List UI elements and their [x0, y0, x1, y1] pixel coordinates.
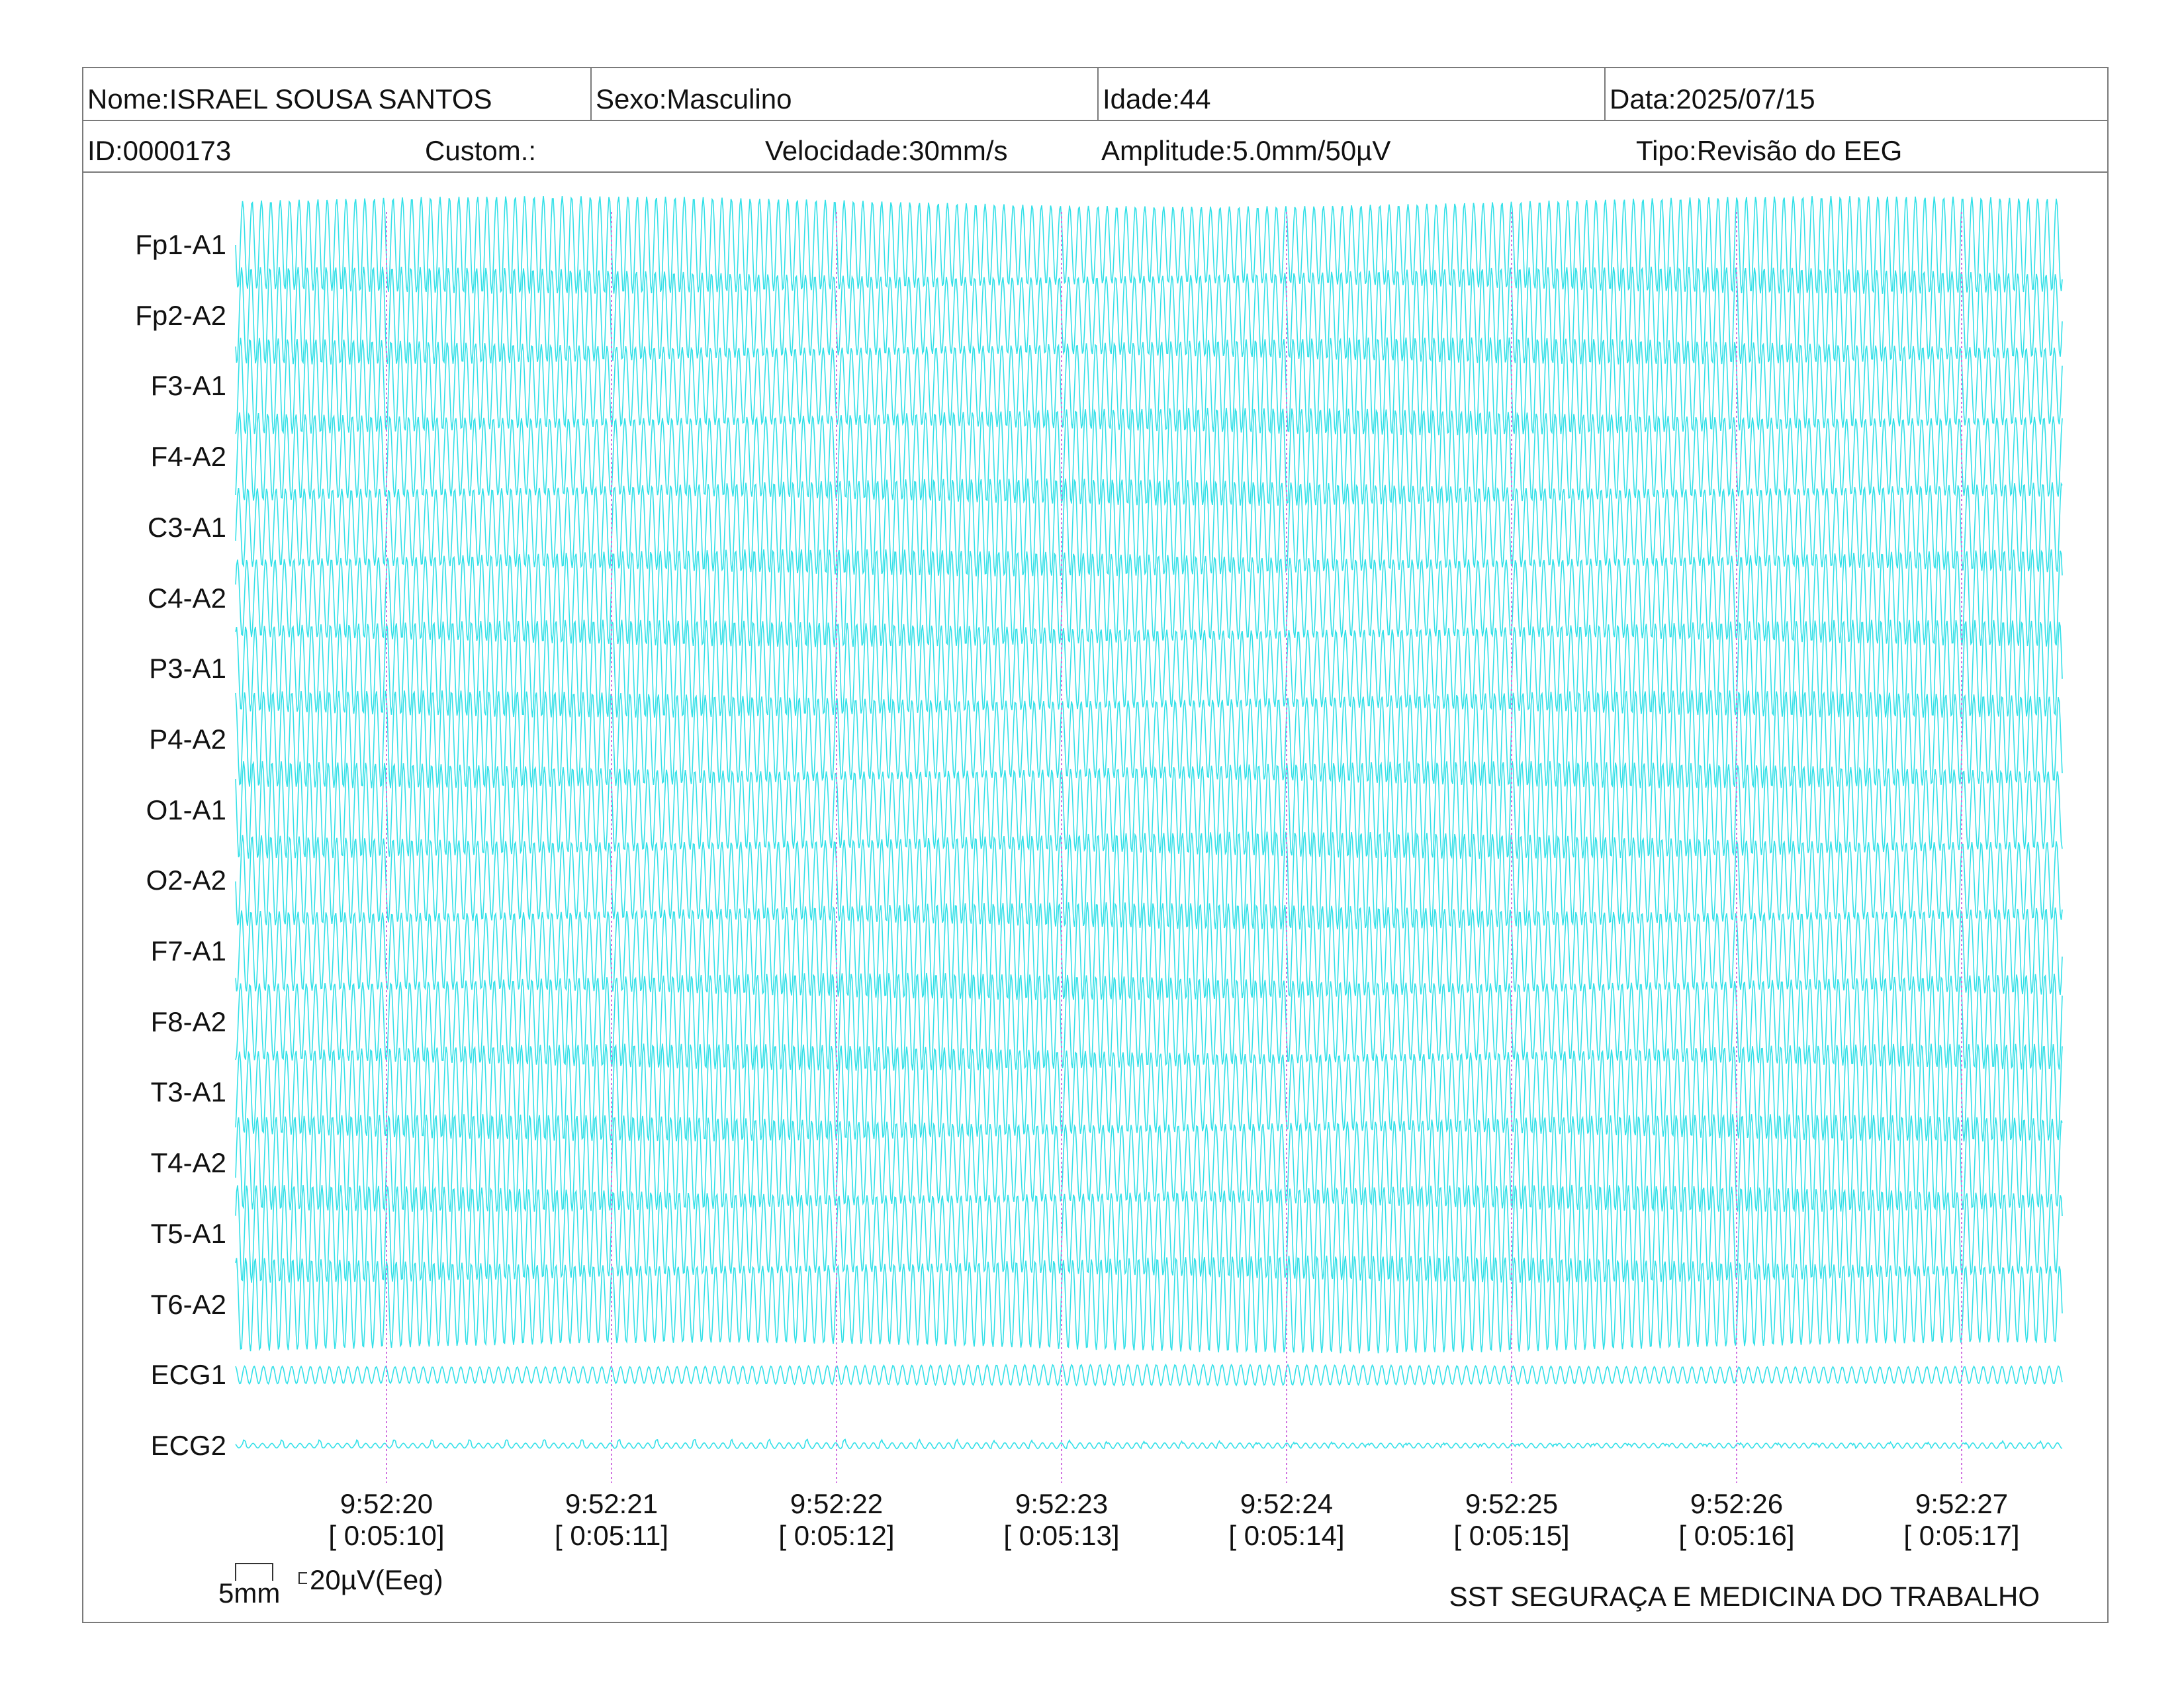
trace-c3-a1: [235, 478, 2063, 577]
header-row-patient: Nome:ISRAEL SOUSA SANTOS Sexo:Masculino …: [83, 68, 2107, 121]
time-marker-label: 9:52:23[ 0:05:13]: [982, 1488, 1141, 1552]
lead-label-ecg2: ECG2: [150, 1429, 226, 1461]
trace-f3-a1: [235, 337, 2063, 436]
amplitude-scale-label: 20µV(Eeg): [310, 1564, 443, 1595]
clock-time: 9:52:26: [1690, 1488, 1784, 1519]
trace-c4-a2: [235, 549, 2063, 647]
trace-ecg2: [235, 1438, 2063, 1450]
trace-f8-a2: [235, 972, 2063, 1071]
header-row-exam: ID:0000173 Custom.: Velocidade:30mm/s Am…: [83, 121, 2107, 173]
elapsed-time: [ 0:05:14]: [1228, 1520, 1345, 1552]
patient-age: Idade:44: [1103, 83, 1211, 115]
elapsed-time: [ 0:05:17]: [1903, 1520, 2020, 1552]
elapsed-time: [ 0:05:10]: [328, 1520, 445, 1552]
trace-p4-a2: [235, 690, 2063, 788]
time-marker-label: 9:52:27[ 0:05:17]: [1882, 1488, 2041, 1552]
trace-o1-a1: [235, 761, 2063, 859]
clock-time: 9:52:24: [1240, 1488, 1334, 1519]
lead-label-t4-a2: T4-A2: [150, 1147, 226, 1179]
time-scale-bar: [235, 1563, 273, 1581]
clinic-name: SST SEGURAÇA E MEDICINA DO TRABALHO: [1449, 1581, 2040, 1612]
lead-label-ecg1: ECG1: [150, 1359, 226, 1391]
patient-name-cell: Nome:ISRAEL SOUSA SANTOS: [83, 68, 590, 120]
eeg-report-sheet: Nome:ISRAEL SOUSA SANTOS Sexo:Masculino …: [82, 67, 2109, 1623]
time-marker-label: 9:52:20[ 0:05:10]: [307, 1488, 466, 1552]
time-marker-label: 9:52:22[ 0:05:12]: [757, 1488, 916, 1552]
trace-fp1-a1: [235, 196, 2063, 294]
trace-p3-a1: [235, 620, 2063, 718]
patient-sex: Sexo:Masculino: [596, 83, 792, 115]
elapsed-time: [ 0:05:15]: [1453, 1520, 1570, 1552]
trace-ecg1: [235, 1363, 2063, 1387]
lead-label-c3-a1: C3-A1: [147, 511, 226, 543]
clock-time: 9:52:21: [565, 1488, 659, 1519]
lead-label-f3-a1: F3-A1: [150, 370, 226, 402]
lead-label-t3-a1: T3-A1: [150, 1076, 226, 1108]
exam-date-cell: Data:2025/07/15: [1604, 68, 2109, 120]
patient-age-cell: Idade:44: [1097, 68, 1604, 120]
trace-o2-a2: [235, 831, 2063, 930]
time-marker-label: 9:52:21[ 0:05:11]: [532, 1488, 691, 1552]
lead-label-p3-a1: P3-A1: [149, 653, 226, 684]
patient-id: ID:0000173: [87, 135, 232, 166]
elapsed-time: [ 0:05:11]: [554, 1520, 669, 1552]
trace-t6-a2: [235, 1255, 2063, 1354]
lead-label-f8-a2: F8-A2: [150, 1006, 226, 1037]
elapsed-time: [ 0:05:16]: [1678, 1520, 1795, 1552]
clock-time: 9:52:25: [1465, 1488, 1559, 1519]
lead-label-f4-a2: F4-A2: [150, 441, 226, 473]
paper-speed: Velocidade:30mm/s: [765, 135, 1008, 166]
trace-t5-a1: [235, 1184, 2063, 1284]
trace-fp2-a2: [235, 266, 2063, 365]
exam-type: Tipo:Revisão do EEG: [1636, 135, 1903, 166]
lead-label-fp2-a2: Fp2-A2: [135, 299, 226, 331]
clock-time: 9:52:27: [1915, 1488, 2009, 1519]
amplitude-scale-bar: [298, 1572, 307, 1584]
patient-name: Nome:ISRAEL SOUSA SANTOS: [87, 83, 492, 115]
lead-label-t5-a1: T5-A1: [150, 1217, 226, 1249]
clock-time: 9:52:22: [790, 1488, 884, 1519]
lead-label-p4-a2: P4-A2: [149, 723, 226, 755]
lead-label-o2-a2: O2-A2: [146, 865, 226, 896]
trace-f7-a1: [235, 902, 2063, 1000]
lead-label-c4-a2: C4-A2: [147, 582, 226, 614]
time-scale-label: 5mm: [218, 1577, 281, 1609]
time-marker-label: 9:52:24[ 0:05:14]: [1207, 1488, 1366, 1552]
elapsed-time: [ 0:05:12]: [778, 1520, 895, 1552]
time-marker-label: 9:52:25[ 0:05:15]: [1432, 1488, 1591, 1552]
amplitude-setting: Amplitude:5.0mm/50µV: [1101, 135, 1391, 166]
lead-label-o1-a1: O1-A1: [146, 794, 226, 825]
patient-sex-cell: Sexo:Masculino: [590, 68, 1097, 120]
trace-f4-a2: [235, 407, 2063, 506]
trace-t4-a2: [235, 1113, 2063, 1213]
lead-label-t6-a2: T6-A2: [150, 1288, 226, 1320]
exam-date: Data:2025/07/15: [1610, 83, 1815, 115]
trace-t3-a1: [235, 1043, 2063, 1142]
elapsed-time: [ 0:05:13]: [1003, 1520, 1120, 1552]
custom-field: Custom.:: [425, 135, 537, 166]
clock-time: 9:52:23: [1015, 1488, 1109, 1519]
lead-label-fp1-a1: Fp1-A1: [135, 229, 226, 260]
lead-label-f7-a1: F7-A1: [150, 935, 226, 966]
clock-time: 9:52:20: [340, 1488, 433, 1519]
time-marker-label: 9:52:26[ 0:05:16]: [1657, 1488, 1816, 1552]
